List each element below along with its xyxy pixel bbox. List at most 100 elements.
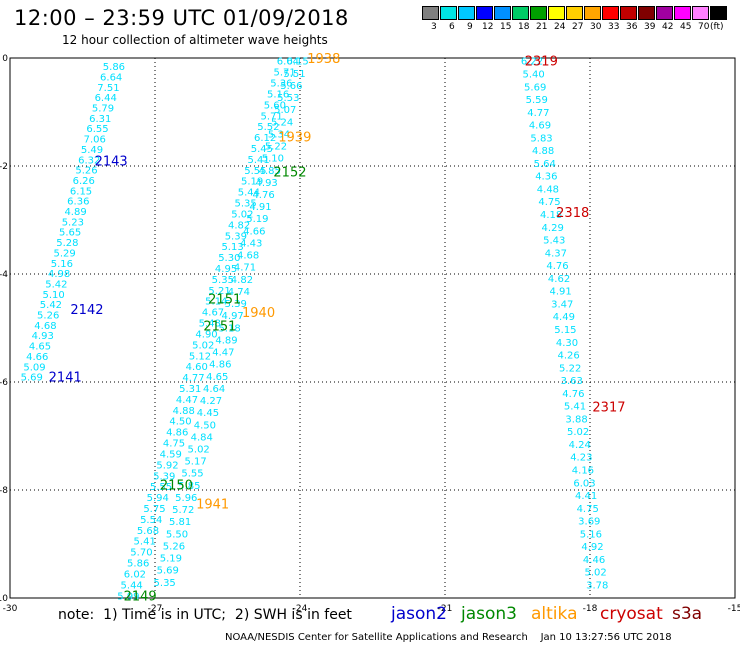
wave-height-point: 5.69 xyxy=(157,566,179,577)
wave-height-point: 5.19 xyxy=(160,554,182,565)
wave-height-point: 5.81 xyxy=(169,517,191,528)
wave-height-point: 5.34 xyxy=(268,129,290,140)
pass-time-label: 2319 xyxy=(525,55,558,70)
wave-height-point: 4.67 xyxy=(202,308,224,319)
wave-height-point: 6.04 xyxy=(277,57,299,68)
wave-height-point: 4.68 xyxy=(34,321,56,332)
wave-height-point: 4.18 xyxy=(540,210,562,221)
chart-title: 12:00 – 23:59 UTC 01/09/2018 xyxy=(14,6,349,30)
wave-height-point: 5.48 xyxy=(199,319,221,330)
wave-height-point: 4.84 xyxy=(191,432,213,443)
wave-height-point: 5.26 xyxy=(163,541,185,552)
x-tick-label: -15 xyxy=(728,604,740,614)
wave-height-point: 4.82 xyxy=(228,220,250,231)
wave-height-point: 5.96 xyxy=(175,493,197,504)
wave-height-point: 5.79 xyxy=(92,104,114,115)
x-tick-label: -21 xyxy=(438,604,453,614)
wave-height-point: 5.39 xyxy=(225,299,247,310)
wave-height-point: 5.35 xyxy=(212,275,234,286)
wave-height-point: 5.41 xyxy=(247,155,269,166)
wave-height-point: 5.72 xyxy=(172,505,194,516)
chart-subtitle: 12 hour collection of altimeter wave hei… xyxy=(62,33,328,47)
wave-height-point: 5.26 xyxy=(37,311,59,322)
wave-height-point: 5.02 xyxy=(567,427,589,438)
wave-height-point: 4.60 xyxy=(186,362,208,373)
color-swatch xyxy=(710,6,727,20)
color-scale-label: 9 xyxy=(467,22,473,32)
wave-height-point: 5.50 xyxy=(166,529,188,540)
color-swatch xyxy=(638,6,655,20)
color-swatch xyxy=(458,6,475,20)
wave-height-point: 4.97 xyxy=(222,311,244,322)
wave-height-point: 4.49 xyxy=(553,312,575,323)
wave-height-point: 5.53 xyxy=(277,93,299,104)
wave-height-point: 5.17 xyxy=(184,457,206,468)
wave-height-point: 5.68 xyxy=(137,526,159,537)
wave-height-point: 4.89 xyxy=(215,335,237,346)
wave-height-point: 5.10 xyxy=(262,154,284,165)
wave-height-point: 5.36 xyxy=(270,79,292,90)
wave-height-point: 5.02 xyxy=(188,444,210,455)
wave-height-point: 5.23 xyxy=(62,217,84,228)
wave-height-point: 4.77 xyxy=(182,373,204,384)
wave-height-point: 7.06 xyxy=(84,135,106,146)
pass-time-label: 1938 xyxy=(307,52,340,67)
y-tick-label: -4 xyxy=(0,270,8,280)
y-tick-label: 0 xyxy=(2,54,8,64)
wave-height-point: 5.13 xyxy=(221,242,243,253)
wave-height-point: 6.02 xyxy=(124,569,146,580)
y-tick-label: -10 xyxy=(0,594,8,604)
wave-height-point: 6.12 xyxy=(254,133,276,144)
satellite-legend-jason3: jason3 xyxy=(461,604,517,624)
wave-height-point: 5.55 xyxy=(150,482,172,493)
wave-height-point: 5.31 xyxy=(179,384,201,395)
color-scale-label: 21 xyxy=(536,22,548,32)
wave-height-point: 5.41 xyxy=(564,402,586,413)
pass-time-label: 2152 xyxy=(273,165,306,180)
wave-height-point: 4.82 xyxy=(231,275,253,286)
wave-height-point: 5.75 xyxy=(143,504,165,515)
wave-height-point: 4.86 xyxy=(166,428,188,439)
wave-height-point: 4.88 xyxy=(173,406,195,417)
wave-height-point: 6.31 xyxy=(89,114,111,125)
wave-height-point: 4.45 xyxy=(197,408,219,419)
wave-height-point: 3.47 xyxy=(551,299,573,310)
wave-height-point: 5.85 xyxy=(178,481,200,492)
wave-height-point: 4.76 xyxy=(546,261,568,272)
wave-height-point: 4.16 xyxy=(572,466,594,477)
wave-height-point: 4.92 xyxy=(581,542,603,553)
wave-height-point: 4.75 xyxy=(577,504,599,515)
wave-height-point: 4.65 xyxy=(206,372,228,383)
wave-height-point: 5.66 xyxy=(280,81,302,92)
wave-height-point: 6.03 xyxy=(573,478,595,489)
pass-time-label: 2151 xyxy=(208,292,241,307)
wave-height-point: 5.70 xyxy=(130,548,152,559)
wave-height-point: 5.43 xyxy=(543,236,565,247)
wave-height-point: 4.43 xyxy=(240,238,262,249)
wave-height-point: 5.92 xyxy=(156,460,178,471)
wave-height-point: 5.28 xyxy=(56,238,78,249)
color-scale-label: 36 xyxy=(626,22,638,32)
wave-height-point: 5.71 xyxy=(261,111,283,122)
wave-height-point: 5.29 xyxy=(53,248,75,259)
wave-height-point: 5.99 xyxy=(117,591,139,602)
color-swatch xyxy=(476,6,493,20)
x-tick-label: -27 xyxy=(148,604,163,614)
wave-height-point: 3.78 xyxy=(586,581,608,592)
satellite-legend-s3a: s3a xyxy=(672,604,703,624)
wave-height-point: 4.24 xyxy=(569,440,591,451)
pass-time-label: 1940 xyxy=(242,306,275,321)
color-scale-label: (ft) xyxy=(710,22,724,32)
pass-time-label: 2149 xyxy=(124,589,157,604)
wave-height-point: 5.18 xyxy=(218,323,240,334)
wave-height-point: 4.95 xyxy=(215,264,237,275)
pass-time-label: 2318 xyxy=(556,206,589,221)
color-scale-label: 33 xyxy=(608,22,620,32)
color-swatch xyxy=(530,6,547,20)
satellite-legend-cryosat: cryosat xyxy=(600,604,663,624)
wave-height-point: 5.65 xyxy=(59,228,81,239)
wave-height-point: 4.48 xyxy=(537,184,559,195)
wave-height-point: 4.75 xyxy=(538,197,560,208)
wave-height-point: 7.51 xyxy=(97,83,119,94)
wave-height-point: 5.16 xyxy=(267,89,289,100)
